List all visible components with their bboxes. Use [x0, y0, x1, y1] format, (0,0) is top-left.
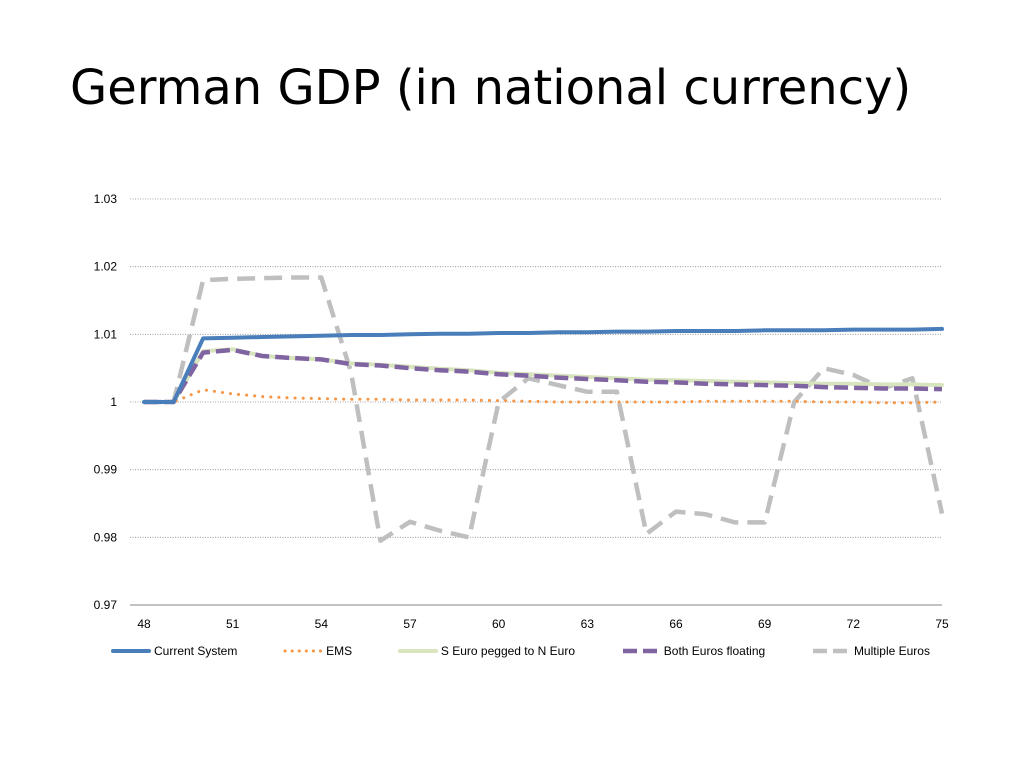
legend-item: S Euro pegged to N Euro	[397, 644, 575, 658]
series-line-ems	[142, 388, 944, 405]
line-chart: 0.97 0.98 0.99 1 1.01 1.02 1.03 48 51 54 57 60 63 66 6…	[94, 192, 949, 631]
gridlines	[130, 198, 942, 538]
x-tick-label: 51	[226, 617, 240, 631]
slide-title: German GDP (in national currency)	[70, 60, 912, 116]
chart-legend: Current System EMS S Euro pegged to N Euro…	[110, 644, 930, 658]
legend-label: Both Euros floating	[663, 644, 766, 658]
x-tick-label: 69	[758, 617, 772, 631]
legend-label: S Euro pegged to N Euro	[440, 644, 575, 658]
y-tick-label: 1	[110, 395, 117, 409]
y-tick-label: 0.97	[94, 598, 118, 612]
legend-swatch	[397, 647, 439, 655]
series-line-both-euros-floating	[144, 347, 943, 405]
legend-swatch	[810, 647, 852, 655]
x-tick-label: 48	[137, 617, 151, 631]
legend-item: EMS	[282, 644, 352, 658]
legend-item: Current System	[110, 644, 237, 658]
tick-labels: 0.97 0.98 0.99 1 1.01 1.02 1.03 48 51 54 57 60 63 66 6…	[94, 192, 949, 631]
y-tick-label: 0.99	[94, 463, 118, 477]
x-tick-label: 57	[403, 617, 417, 631]
series-line-current-system	[142, 326, 944, 404]
legend-label: EMS	[326, 644, 353, 658]
legend-item: Both Euros floating	[620, 644, 765, 658]
x-tick-label: 54	[315, 617, 329, 631]
y-tick-label: 1.03	[94, 192, 118, 206]
legend-label: Multiple Euros	[853, 644, 930, 658]
x-tick-label: 66	[669, 617, 683, 631]
legend-swatch	[110, 647, 152, 655]
y-tick-label: 1.01	[94, 327, 118, 341]
legend-label: Current System	[154, 644, 238, 658]
legend-item: Multiple Euros	[810, 644, 930, 658]
y-tick-label: 1.02	[94, 260, 118, 274]
x-tick-label: 63	[581, 617, 595, 631]
x-tick-label: 75	[935, 617, 949, 631]
y-tick-label: 0.98	[94, 530, 118, 544]
x-tick-label: 72	[847, 617, 861, 631]
x-tick-label: 60	[492, 617, 506, 631]
series-line-multiple-euros	[144, 275, 945, 543]
series-lines	[142, 275, 945, 543]
legend-swatch	[620, 647, 662, 655]
legend-swatch	[282, 647, 324, 655]
